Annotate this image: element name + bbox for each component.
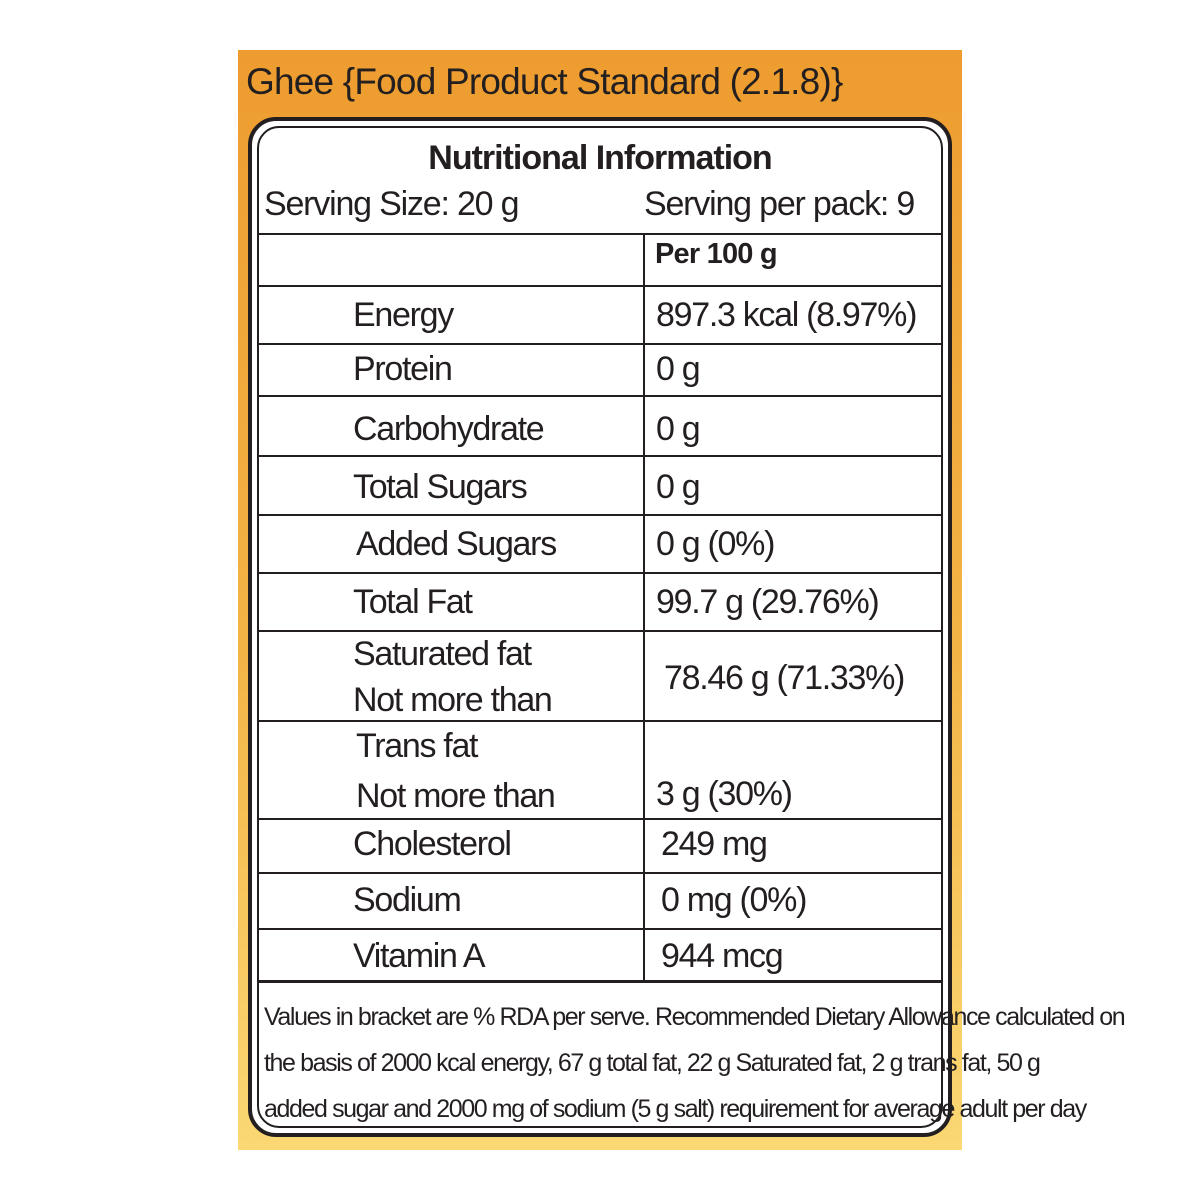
nutrient-qualifier: Not more than xyxy=(353,681,553,719)
product-title: Ghee {Food Product Standard (2.1.8)} xyxy=(246,61,843,102)
nutrient-row-sodium: Sodium 0 mg (0%) xyxy=(259,874,941,928)
nutrient-name: Saturated fat xyxy=(353,635,532,673)
row-divider xyxy=(259,572,941,574)
product-label-panel: Ghee {Food Product Standard (2.1.8)} Nut… xyxy=(238,50,1126,1150)
nutrient-name: Added Sugars xyxy=(356,525,557,563)
nutrition-facts-box: Nutritional Information Serving Size: 20… xyxy=(248,117,1126,1137)
nutrient-value: 0 g (0%) xyxy=(656,525,775,563)
nutrient-name: Total Sugars xyxy=(353,468,528,506)
footnote-line-3: added sugar and 2000 mg of sodium (5 g s… xyxy=(264,1095,1087,1123)
nutrient-row-cholesterol: Cholesterol 249 mg xyxy=(259,820,941,872)
rda-footnote: Values in bracket are % RDA per serve. R… xyxy=(264,994,1126,1132)
divider-footnote xyxy=(259,980,941,983)
nutrition-title: Nutritional Information xyxy=(428,139,772,177)
row-divider xyxy=(259,395,941,397)
nutrient-name: Energy xyxy=(353,296,454,334)
nutrient-name: Total Fat xyxy=(353,583,473,621)
row-divider xyxy=(259,872,941,874)
nutrient-value: 0 mg (0%) xyxy=(661,881,807,919)
nutrient-row-saturated-fat: Saturated fat Not more than 78.46 g (71.… xyxy=(259,632,941,720)
nutrient-row-added-sugars: Added Sugars 0 g (0%) xyxy=(259,516,941,572)
nutrient-value: 78.46 g (71.33%) xyxy=(664,659,905,697)
serving-size: Serving Size: 20 g xyxy=(264,185,520,223)
nutrient-row-total-sugars: Total Sugars 0 g xyxy=(259,457,941,514)
row-divider xyxy=(259,630,941,632)
row-divider xyxy=(259,514,941,516)
servings-per-pack: Serving per pack: 9 xyxy=(644,185,915,223)
nutrient-value: 0 g xyxy=(656,350,701,388)
row-divider xyxy=(259,818,941,820)
footnote-line-2: the basis of 2000 kcal energy, 67 g tota… xyxy=(264,1049,1041,1077)
nutrient-name: Trans fat xyxy=(356,727,479,765)
nutrient-row-trans-fat: Trans fat Not more than 3 g (30%) xyxy=(259,722,941,818)
nutrient-row-total-fat: Total Fat 99.7 g (29.76%) xyxy=(259,574,941,630)
nutrient-name: Carbohydrate xyxy=(353,410,545,448)
row-divider xyxy=(259,928,941,930)
nutrition-inner-frame xyxy=(257,126,943,1128)
nutrient-row-vitamin-a: Vitamin A 944 mcg xyxy=(259,930,941,980)
nutrient-name: Cholesterol xyxy=(353,825,512,863)
nutrient-row-carbohydrate: Carbohydrate 0 g xyxy=(259,397,941,455)
nutrient-name: Protein xyxy=(353,350,453,388)
nutrient-value: 0 g xyxy=(656,468,701,506)
nutrient-value: 249 mg xyxy=(661,825,768,863)
nutrient-qualifier: Not more than xyxy=(356,777,556,815)
divider-column-header xyxy=(259,285,941,287)
divider-header xyxy=(259,233,941,235)
row-divider xyxy=(259,455,941,457)
column-divider xyxy=(643,233,645,980)
row-divider xyxy=(259,343,941,345)
nutrient-row-energy: Energy 897.3 kcal (8.97%) xyxy=(259,287,941,343)
nutrient-value: 0 g xyxy=(656,410,701,448)
nutrient-row-protein: Protein 0 g xyxy=(259,345,941,395)
nutrient-name: Vitamin A xyxy=(353,937,486,975)
row-divider xyxy=(259,720,941,722)
footnote-line-1: Values in bracket are % RDA per serve. R… xyxy=(264,1003,1126,1031)
nutrient-value: 99.7 g (29.76%) xyxy=(656,583,880,621)
nutrient-value: 944 mcg xyxy=(661,937,784,975)
per-100g-header: Per 100 g xyxy=(655,238,778,270)
nutrient-value: 897.3 kcal (8.97%) xyxy=(656,296,917,334)
nutrient-name: Sodium xyxy=(353,881,462,919)
nutrient-value: 3 g (30%) xyxy=(656,775,793,813)
